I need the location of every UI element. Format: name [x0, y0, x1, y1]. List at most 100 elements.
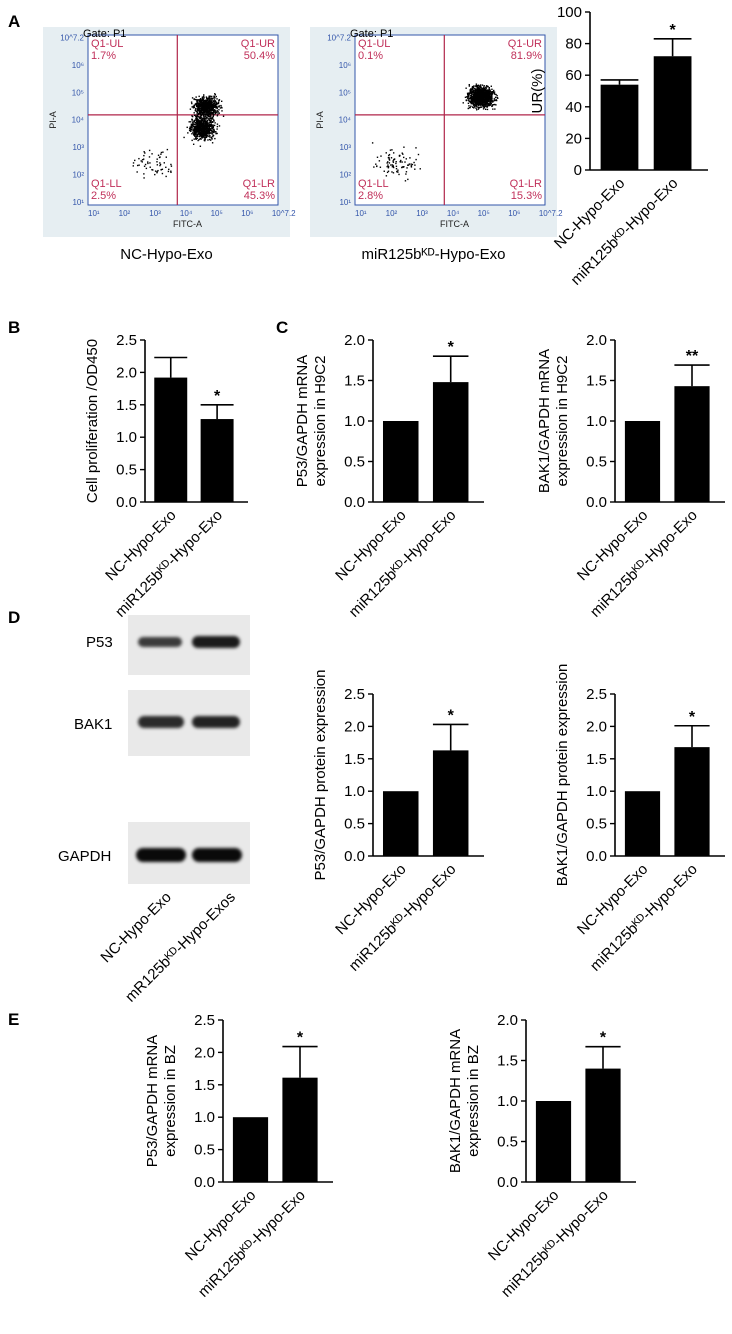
event-dot	[419, 168, 421, 170]
event-dot	[204, 108, 206, 111]
event-dot	[206, 132, 209, 134]
event-dot	[197, 101, 199, 103]
event-dot	[196, 135, 199, 137]
event-dot	[202, 113, 204, 116]
event-dot	[475, 89, 478, 91]
event-dot	[480, 103, 482, 106]
event-dot	[204, 133, 207, 135]
event-dot	[198, 109, 201, 112]
event-dot	[469, 89, 471, 91]
quadrant-name: Q1-UL	[91, 38, 123, 50]
y-tick-label: 2.0	[344, 718, 365, 735]
event-dot	[491, 92, 493, 94]
event-dot	[473, 95, 476, 97]
event-dot	[398, 173, 400, 176]
event-dot	[206, 132, 208, 135]
event-dot	[199, 100, 201, 102]
event-dot	[210, 101, 212, 104]
event-dot	[215, 131, 217, 133]
event-dot	[483, 94, 485, 96]
bar	[674, 386, 710, 502]
event-dot	[198, 111, 201, 114]
event-dot	[201, 111, 203, 113]
event-dot	[485, 96, 487, 98]
event-dot	[210, 120, 212, 122]
event-dot	[193, 119, 196, 122]
event-dot	[388, 154, 390, 157]
y-tick-label: 2.0	[116, 364, 137, 381]
event-dot	[205, 118, 208, 120]
event-dot	[201, 101, 203, 103]
event-dot	[195, 122, 198, 125]
event-dot	[391, 171, 393, 173]
event-dot	[203, 97, 205, 99]
event-dot	[157, 154, 160, 156]
event-dot	[170, 170, 172, 172]
y-axis-label: P53/GAPDH mRNA	[144, 1035, 161, 1168]
event-dot	[196, 108, 198, 110]
y-axis-label: BAK1/GAPDH mRNA	[447, 1029, 464, 1173]
event-dot	[199, 104, 201, 106]
event-dot	[214, 131, 216, 133]
event-dot	[495, 93, 497, 96]
flow-plot-area	[87, 34, 279, 206]
event-dot	[471, 92, 473, 94]
event-dot	[477, 100, 480, 102]
event-dot	[208, 119, 210, 121]
y-tick-label: 10^7.2	[60, 33, 84, 42]
event-dot	[204, 115, 206, 118]
event-dot	[214, 122, 216, 124]
event-dot	[481, 92, 483, 94]
event-dot	[395, 160, 397, 163]
event-dot	[197, 120, 200, 123]
event-dot	[487, 97, 489, 100]
event-dot	[479, 96, 482, 99]
event-dot	[192, 131, 194, 134]
y-tick-label: 0	[574, 162, 582, 179]
event-dot	[206, 120, 208, 123]
event-dot	[487, 94, 490, 97]
event-dot	[472, 106, 474, 108]
event-dot	[198, 126, 200, 128]
event-dot	[207, 112, 209, 114]
event-dot	[482, 104, 485, 107]
event-dot	[494, 108, 496, 110]
event-dot	[210, 104, 213, 106]
event-dot	[486, 93, 489, 95]
event-dot	[202, 122, 205, 124]
event-dot	[198, 123, 201, 126]
event-dot	[215, 102, 218, 104]
event-dot	[476, 101, 478, 103]
event-dot	[462, 102, 464, 104]
event-dot	[474, 89, 477, 92]
event-dot	[200, 119, 203, 122]
event-dot	[209, 102, 212, 104]
event-dot	[211, 101, 214, 103]
event-dot	[471, 98, 473, 101]
gate-label: Gate: P1	[350, 28, 393, 40]
x-tick-label: 10³	[149, 209, 161, 218]
event-dot	[477, 93, 479, 95]
event-dot	[467, 94, 470, 97]
event-dot	[201, 129, 204, 131]
event-dot	[472, 85, 475, 87]
bar-chart-d2: 0.0 0.5 1.0 1.5 2.0 2.5 BAK1/GAPDH protein exp…	[554, 664, 725, 975]
event-dot	[203, 121, 206, 123]
event-dot	[209, 128, 212, 131]
event-dot	[474, 85, 476, 87]
x-axis-label: FITC-A	[440, 219, 469, 229]
event-dot	[212, 104, 214, 106]
event-dot	[478, 91, 481, 93]
event-dot	[387, 170, 390, 172]
event-dot	[202, 106, 204, 109]
event-dot	[200, 114, 202, 117]
bar	[653, 56, 692, 170]
event-dot	[198, 104, 200, 106]
event-dot	[410, 163, 412, 165]
event-dot	[206, 97, 209, 99]
event-dot	[199, 103, 201, 105]
event-dot	[190, 101, 193, 103]
event-dot	[194, 123, 196, 125]
event-dot	[202, 98, 204, 100]
quadrant-percent: 0.1%	[358, 50, 383, 62]
